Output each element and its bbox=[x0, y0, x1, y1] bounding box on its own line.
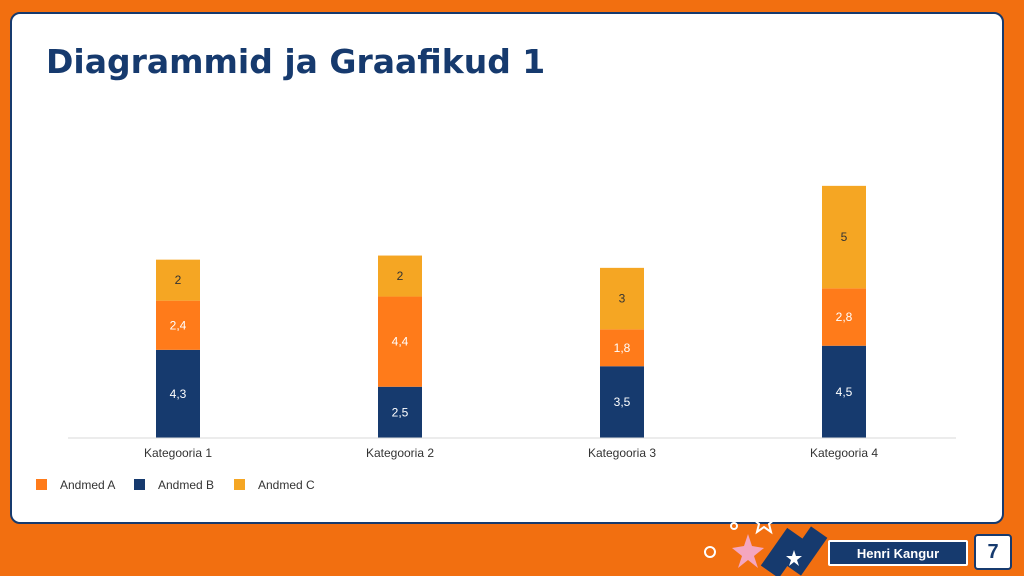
stars-decoration bbox=[704, 507, 828, 576]
legend-swatch-andmed-a bbox=[36, 479, 47, 490]
legend-entry: Andmed C bbox=[258, 478, 315, 492]
author-label: Henri Kangur bbox=[828, 540, 968, 566]
bar-4-andmed-c bbox=[822, 185, 866, 289]
bar-1-andmed-a bbox=[156, 300, 200, 350]
data-label: 3,5 bbox=[614, 395, 631, 409]
bar-4-andmed-b bbox=[822, 345, 866, 438]
legend-swatch-andmed-c bbox=[234, 479, 245, 490]
legend-swatch-andmed-b bbox=[134, 479, 145, 490]
slide-title: Diagrammid ja Graafikud 1 bbox=[46, 42, 546, 81]
category-tick-label: Kategooria 1 bbox=[144, 446, 212, 460]
bar-3-andmed-a bbox=[600, 329, 644, 367]
data-label: 4,3 bbox=[170, 387, 187, 401]
bar-3-andmed-c bbox=[600, 267, 644, 330]
bar-2-andmed-b bbox=[378, 386, 422, 438]
data-label: 3 bbox=[619, 292, 626, 306]
bar-3-andmed-b bbox=[600, 366, 644, 438]
bar-2-andmed-c bbox=[378, 255, 422, 297]
legend-entry: Andmed A bbox=[60, 478, 115, 492]
data-label: 2 bbox=[175, 273, 182, 287]
category-tick-label: Kategooria 4 bbox=[810, 446, 878, 460]
data-label: 2,5 bbox=[392, 405, 409, 419]
data-label: 1,8 bbox=[614, 341, 631, 355]
data-label: 2,8 bbox=[836, 310, 853, 324]
data-label: 5 bbox=[841, 230, 848, 244]
data-label: 2,4 bbox=[170, 318, 187, 332]
bar-1-andmed-c bbox=[156, 259, 200, 301]
legend-entry: Andmed B bbox=[158, 478, 214, 492]
category-tick-label: Kategooria 2 bbox=[366, 446, 434, 460]
bar-2-andmed-a bbox=[378, 296, 422, 387]
data-label: 2 bbox=[397, 269, 404, 283]
data-label: 4,5 bbox=[836, 385, 853, 399]
data-label: 4,4 bbox=[392, 335, 409, 349]
page-number: 7 bbox=[974, 534, 1012, 570]
category-tick-label: Kategooria 3 bbox=[588, 446, 656, 460]
bar-1-andmed-b bbox=[156, 349, 200, 438]
bar-4-andmed-a bbox=[822, 288, 866, 346]
